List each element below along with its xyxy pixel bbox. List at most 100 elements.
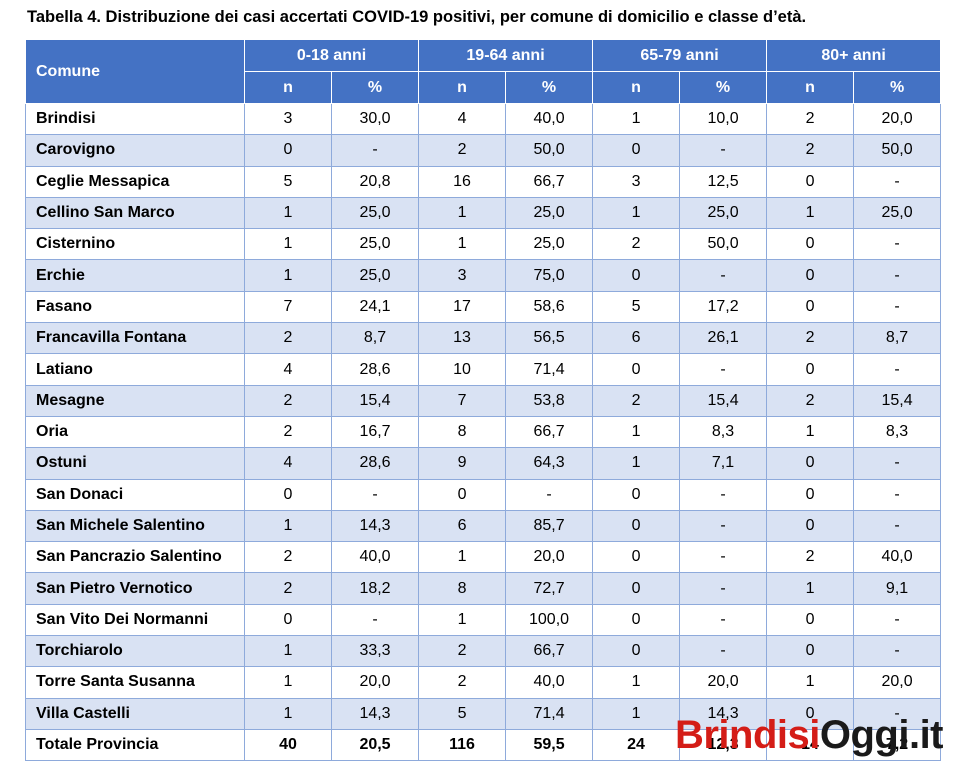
cell-n: 16: [418, 165, 507, 198]
cell-n: 1: [244, 635, 332, 668]
cell-pct: 30,0: [330, 102, 420, 136]
cell-n: 3: [418, 259, 507, 292]
cell-pct: -: [679, 259, 768, 292]
cell-pct: 25,0: [330, 228, 420, 261]
comune-name: Ostuni: [25, 447, 245, 480]
cell-n: 5: [244, 165, 332, 198]
cell-pct: 40,0: [853, 541, 942, 574]
cell-n: 0: [592, 509, 681, 543]
cell-n: 6: [592, 322, 681, 355]
cell-pct: 71,4: [505, 353, 594, 386]
cell-pct: 40,0: [505, 666, 594, 699]
cell-pct: 12,3: [679, 728, 768, 762]
cell-pct: 14,3: [679, 697, 768, 730]
cell-pct: 50,0: [853, 134, 942, 167]
cell-n: 8: [418, 572, 507, 605]
table-row: Ceglie Messapica 5 20,8 16 66,7 3 12,5 0-: [25, 165, 942, 198]
table-row: Francavilla Fontana 2 8,7 13 56,5 6 26,1 2 8,7: [25, 322, 942, 355]
cell-pct: -: [853, 635, 942, 668]
brindisioggi-logo: BrindisiOggi.it: [675, 713, 944, 758]
header-n: n: [418, 71, 507, 104]
cell-n: 1: [244, 196, 332, 230]
total-row: Totale Provincia 40 20,5 116 59,5 24 12,3 14 7,2: [25, 728, 942, 762]
cell-n: 1: [592, 102, 681, 136]
comune-name: Villa Castelli: [25, 697, 245, 730]
cell-pct: 40,0: [505, 102, 594, 136]
comune-name: Torre Santa Susanna: [25, 666, 245, 699]
cell-pct: 20,0: [853, 102, 942, 136]
header-n: n: [244, 71, 332, 104]
cell-pct: 28,6: [330, 353, 420, 386]
cell-n: 1: [766, 666, 855, 699]
cell-pct: 12,5: [679, 165, 768, 198]
header-age-group: 80+ anni: [766, 39, 942, 72]
cell-n: 0: [766, 259, 855, 292]
cell-n: 2: [244, 572, 332, 605]
cell-n: 1: [244, 259, 332, 292]
cell-n: 2: [592, 228, 681, 261]
cell-n: 0: [592, 478, 681, 511]
cell-pct: -: [853, 353, 942, 386]
cell-pct: 8,7: [853, 322, 942, 355]
table-row: Latiano 4 28,6 10 71,4 0-0-: [25, 353, 942, 386]
cell-n: 1: [418, 603, 507, 637]
cell-pct: 8,7: [330, 322, 420, 355]
cell-n: 9: [418, 447, 507, 480]
cell-n: 2: [766, 322, 855, 355]
cell-pct: 20,5: [330, 728, 420, 762]
header-pct: %: [330, 71, 420, 104]
cell-pct: 28,6: [330, 447, 420, 480]
covid-cases-table: Comune 0-18 anni 19-64 anni 65-79 anni 8…: [25, 39, 942, 762]
cell-pct: -: [679, 478, 768, 511]
cell-n: 0: [244, 603, 332, 637]
cell-pct: 58,6: [505, 290, 594, 324]
cell-pct: 8,3: [853, 415, 942, 449]
cell-pct: -: [853, 290, 942, 324]
cell-n: 0: [766, 478, 855, 511]
cell-n: 116: [418, 728, 507, 762]
cell-pct: 25,0: [505, 228, 594, 261]
table-row: Torre Santa Susanna 1 20,0 2 40,0 1 20,0 1 20,0: [25, 666, 942, 699]
cell-n: 1: [592, 415, 681, 449]
cell-pct: 59,5: [505, 728, 594, 762]
cell-pct: 20,0: [679, 666, 768, 699]
cell-n: 8: [418, 415, 507, 449]
cell-pct: 20,0: [853, 666, 942, 699]
comune-name: Torchiarolo: [25, 635, 245, 668]
table-row: San Vito Dei Normanni 0-1 100,0 0-0-: [25, 603, 942, 637]
header-age-group: 65-79 anni: [592, 39, 768, 72]
cell-n: 10: [418, 353, 507, 386]
cell-n: 1: [418, 541, 507, 574]
cell-pct: 33,3: [330, 635, 420, 668]
cell-pct: -: [679, 509, 768, 543]
table-row: Brindisi 3 30,0 4 40,0 1 10,0 2 20,0: [25, 102, 942, 136]
cell-pct: 15,4: [853, 384, 942, 417]
cell-n: 1: [766, 415, 855, 449]
cell-pct: -: [853, 603, 942, 637]
cell-n: 0: [766, 353, 855, 386]
cell-pct: 85,7: [505, 509, 594, 543]
table-row: Mesagne 2 15,4 7 53,8 2 15,4 2 15,4: [25, 384, 942, 417]
table-row: Carovigno 0-2 50,0 0-2 50,0: [25, 134, 942, 167]
cell-pct: 20,0: [505, 541, 594, 574]
cell-pct: -: [679, 353, 768, 386]
cell-pct: -: [679, 635, 768, 668]
comune-name: Ceglie Messapica: [25, 165, 245, 198]
cell-n: 1: [244, 666, 332, 699]
cell-n: 14: [766, 728, 855, 762]
cell-pct: 64,3: [505, 447, 594, 480]
cell-n: 2: [592, 384, 681, 417]
cell-pct: 9,1: [853, 572, 942, 605]
comune-name: Cellino San Marco: [25, 196, 245, 230]
cell-n: 7: [418, 384, 507, 417]
table-row: Torchiarolo 1 33,3 2 66,7 0-0-: [25, 635, 942, 668]
comune-name: San Michele Salentino: [25, 509, 245, 543]
cell-pct: -: [505, 478, 594, 511]
comune-name: San Vito Dei Normanni: [25, 603, 245, 637]
comune-name: Totale Provincia: [25, 728, 245, 762]
cell-n: 5: [418, 697, 507, 730]
header-n: n: [766, 71, 855, 104]
cell-pct: -: [853, 447, 942, 480]
cell-n: 1: [592, 447, 681, 480]
cell-n: 0: [766, 447, 855, 480]
